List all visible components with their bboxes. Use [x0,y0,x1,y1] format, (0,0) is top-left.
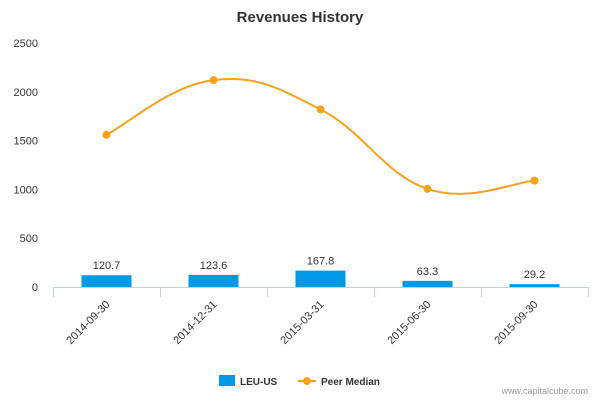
legend-label-peer-median: Peer Median [321,377,380,388]
bar-data-label: 167.8 [307,256,335,268]
x-tick-label: 2014-09-30 [64,299,112,347]
peer-median-line [106,78,535,195]
legend-marker-peer-median [303,377,311,385]
peer-median-point [316,105,325,114]
x-tick-label: 2015-03-31 [278,299,326,347]
legend: LEU-US Peer Median [219,375,380,388]
y-axis: 0 500 1000 1500 2000 2500 [14,38,38,294]
bar [81,275,132,287]
x-tick-label: 2014-12-31 [171,299,219,347]
y-tick-label-1500: 1500 [14,136,38,148]
source-credit: www.capitalcube.com [500,386,588,396]
x-tick-label: 2015-06-30 [385,299,433,347]
bar-data-label: 120.7 [93,260,121,272]
bar [188,274,239,287]
x-tick-label: 2015-09-30 [492,299,540,347]
peer-median-point [209,76,218,85]
peer-median-point [530,176,539,185]
x-axis: 2014-09-30 2014-12-31 2015-03-31 2015-06-30… [53,287,589,347]
line-series-peer-median [102,76,539,195]
y-tick-label-2500: 2500 [14,38,38,50]
y-tick-label-0: 0 [32,282,38,294]
bar [402,280,453,287]
y-tick-label-1000: 1000 [14,184,38,196]
peer-median-point [423,184,432,193]
bar-data-label: 63.3 [417,266,438,278]
bar-series-leu-us: 120.7 123.6 167.8 63.3 29.2 [81,256,560,287]
legend-swatch-leu-us [219,375,235,386]
y-tick-label-500: 500 [20,233,38,245]
peer-median-point [102,130,111,139]
bar-data-label: 29.2 [524,269,545,281]
bar [509,284,560,287]
bar [295,270,346,287]
y-tick-label-2000: 2000 [14,87,38,99]
bar-data-label: 123.6 [200,260,228,272]
chart-title: Revenues History [237,9,364,26]
legend-label-leu-us: LEU-US [240,377,278,388]
